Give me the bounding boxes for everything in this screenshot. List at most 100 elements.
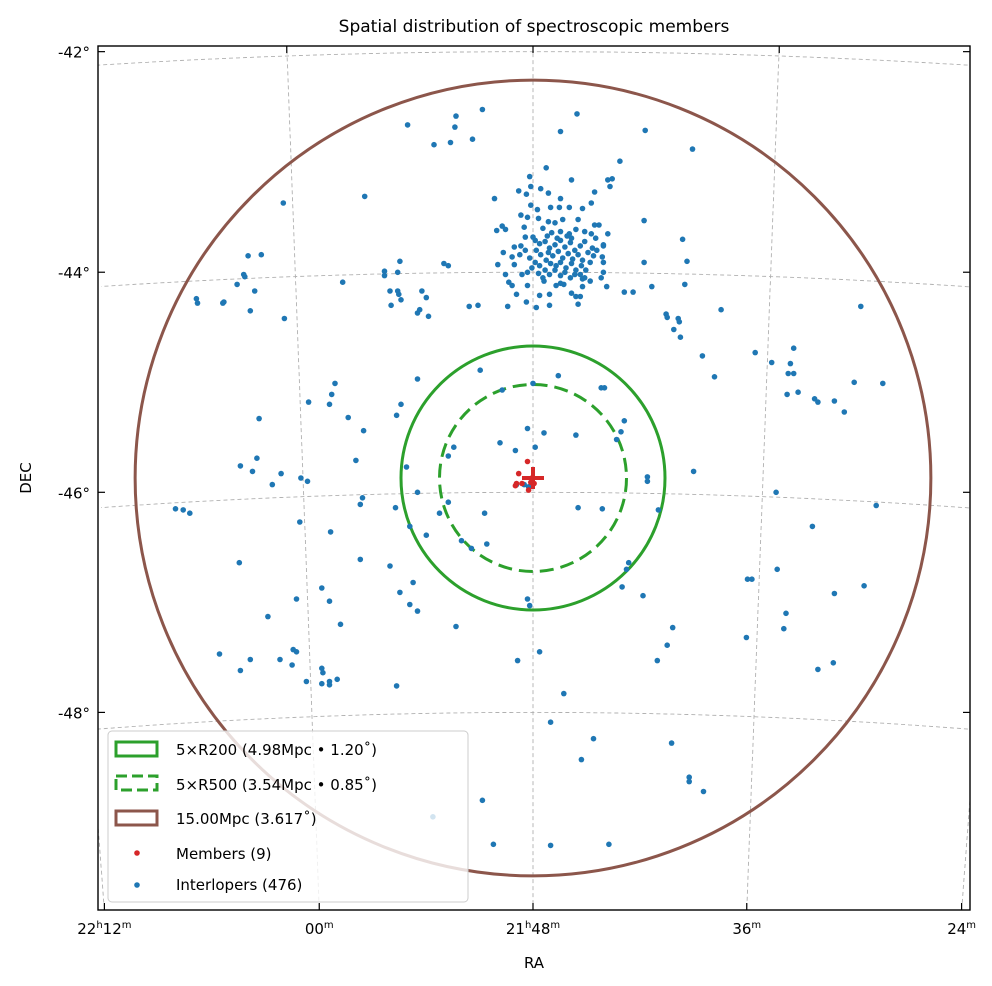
interloper-point xyxy=(592,235,599,241)
interloper-point xyxy=(699,353,706,359)
interloper-point xyxy=(543,165,549,171)
interloper-point xyxy=(180,507,186,513)
interloper-point xyxy=(194,300,201,306)
interloper-point xyxy=(598,275,604,281)
interloper-point xyxy=(404,122,411,128)
interloper-point xyxy=(564,233,570,239)
interloper-point xyxy=(579,257,586,264)
interloper-point xyxy=(858,303,864,310)
interloper-point xyxy=(468,545,475,552)
interloper-point xyxy=(441,260,447,267)
interloper-point xyxy=(499,387,506,393)
ra-tick-label-minutes: 24 xyxy=(947,920,966,938)
interloper-point xyxy=(381,268,388,275)
interloper-point xyxy=(579,205,586,212)
member-point xyxy=(519,480,525,487)
ra-tick-label-minutes: 12 xyxy=(103,920,122,938)
interloper-point xyxy=(562,244,568,250)
interloper-point xyxy=(861,583,867,589)
interloper-point xyxy=(831,398,838,404)
interloper-point xyxy=(573,432,579,438)
interloper-point xyxy=(630,289,636,295)
legend-patch-r200 xyxy=(114,740,159,758)
interloper-point xyxy=(536,262,543,269)
interloper-point xyxy=(590,253,597,259)
interloper-point xyxy=(532,444,538,451)
ra-tick-label-m: m xyxy=(122,920,132,931)
cluster-center-marker xyxy=(522,467,544,489)
interloper-point xyxy=(522,234,529,240)
interloper-point xyxy=(388,302,394,309)
interloper-point xyxy=(410,579,416,586)
ra-gridline xyxy=(746,50,780,910)
interloper-point xyxy=(563,265,569,271)
interloper-point xyxy=(671,326,677,333)
interloper-point xyxy=(245,253,251,259)
interloper-point xyxy=(345,414,352,421)
interloper-point xyxy=(873,502,879,509)
interloper-point xyxy=(534,206,541,213)
ra-tick-label-m: m xyxy=(324,920,334,931)
interloper-point xyxy=(475,302,481,309)
interloper-point xyxy=(790,370,797,377)
interloper-point xyxy=(479,797,486,804)
interloper-point xyxy=(623,566,630,573)
ra-tick-label-h: h xyxy=(96,920,102,931)
interloper-point xyxy=(479,106,486,113)
interloper-point xyxy=(526,255,533,261)
ra-tick-label-hours: 22 xyxy=(77,920,96,938)
interloper-point xyxy=(387,288,393,294)
interloper-point xyxy=(557,259,564,266)
member-point xyxy=(513,480,520,487)
interloper-point xyxy=(193,295,200,302)
interloper-point xyxy=(445,499,452,506)
interloper-point xyxy=(353,457,359,464)
interloper-point xyxy=(269,481,276,488)
interloper-point xyxy=(591,189,598,195)
interloper-point xyxy=(526,602,533,609)
interloper-point xyxy=(815,399,821,405)
interloper-point xyxy=(280,200,287,206)
interloper-point xyxy=(609,176,615,182)
interloper-point xyxy=(588,200,595,206)
dec-tick-label: -48° xyxy=(58,704,90,722)
interloper-point xyxy=(528,183,534,190)
plot-frame xyxy=(97,45,971,911)
scatter-points xyxy=(172,106,886,849)
interloper-point xyxy=(600,269,607,276)
interloper-point xyxy=(566,204,573,211)
ra-tick-label: 22h12m xyxy=(77,920,131,938)
interloper-point xyxy=(768,359,775,366)
interloper-point xyxy=(451,444,457,451)
interloper-point xyxy=(774,566,780,573)
interloper-point xyxy=(419,288,425,294)
interloper-point xyxy=(605,231,611,237)
interloper-point xyxy=(518,243,524,249)
interloper-point xyxy=(567,275,574,281)
interloper-point xyxy=(320,669,326,676)
interloper-point xyxy=(511,244,518,250)
ra-tick-label-m: m xyxy=(550,920,560,931)
interloper-point xyxy=(392,504,399,511)
interloper-point xyxy=(575,216,581,223)
interloper-point xyxy=(281,315,288,322)
interloper-point xyxy=(533,304,540,311)
interloper-point xyxy=(502,226,509,233)
interloper-point xyxy=(700,788,707,795)
circle-5xr200 xyxy=(399,344,667,612)
ra-tick-label-minutes: 00 xyxy=(305,920,324,938)
interloper-point xyxy=(677,334,684,341)
interloper-point xyxy=(581,238,588,245)
interloper-point xyxy=(334,676,341,683)
circle-5xr500 xyxy=(438,383,628,573)
interloper-point xyxy=(557,228,564,235)
interloper-point xyxy=(583,267,589,273)
interloper-point xyxy=(568,290,575,297)
ra-tick-label: 24m xyxy=(947,920,976,938)
interloper-point xyxy=(607,183,613,190)
interloper-point xyxy=(640,592,646,599)
interloper-point xyxy=(407,601,413,608)
interloper-point xyxy=(258,251,265,258)
interloper-point xyxy=(393,412,400,419)
interloper-point xyxy=(519,271,525,278)
